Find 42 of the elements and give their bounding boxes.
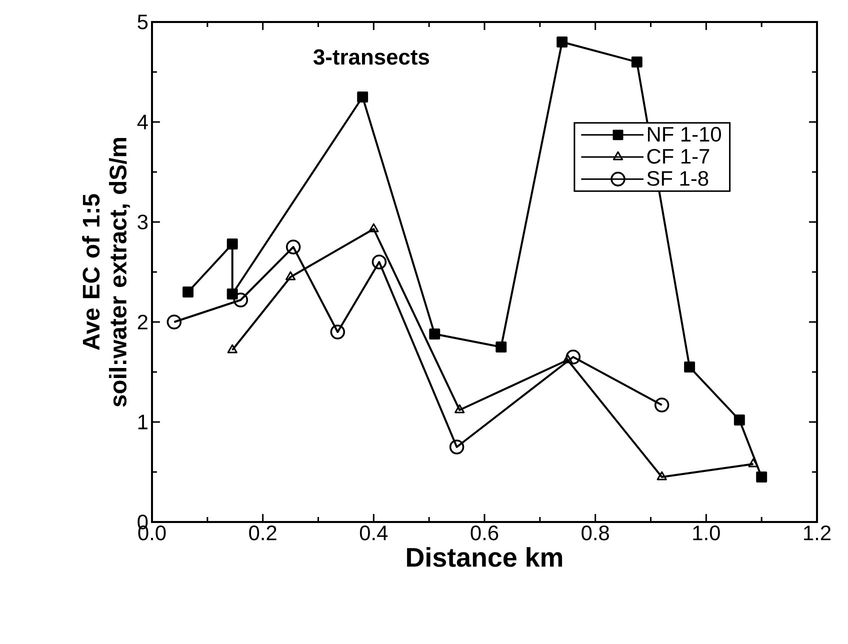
point xyxy=(748,458,758,468)
point xyxy=(429,328,440,340)
point xyxy=(454,404,465,414)
point xyxy=(227,344,238,354)
y-tick-label: 3 xyxy=(138,214,148,230)
point xyxy=(285,271,296,280)
point xyxy=(654,398,670,412)
point xyxy=(368,223,379,232)
point xyxy=(684,362,696,372)
point xyxy=(734,414,745,426)
y-tick-label: 5 xyxy=(138,14,148,30)
point xyxy=(449,440,464,454)
legend-label: SF 1-8 xyxy=(647,171,708,186)
point xyxy=(562,354,573,364)
point xyxy=(286,240,301,254)
y-tick-label: 4 xyxy=(137,114,148,130)
point xyxy=(233,292,248,308)
point xyxy=(226,238,238,250)
x-tick-label: 0.8 xyxy=(582,526,609,540)
x-tick-label: 1.0 xyxy=(693,526,720,540)
x-tick-label: 0.4 xyxy=(360,526,388,540)
point xyxy=(372,254,387,270)
y-tick-label: 1 xyxy=(138,414,148,430)
legend-label: NF 1-10 xyxy=(648,126,721,142)
point xyxy=(496,342,507,352)
annotation: 3-transects xyxy=(313,49,430,65)
legend-label: CF 1-7 xyxy=(647,148,710,164)
point xyxy=(631,56,642,68)
point xyxy=(566,350,581,364)
x-tick-label: 1.2 xyxy=(804,526,830,540)
point xyxy=(166,314,182,330)
point xyxy=(357,92,368,102)
x-axis-title: Distance km xyxy=(407,547,562,567)
point xyxy=(330,324,346,340)
point xyxy=(182,286,194,298)
point xyxy=(656,471,667,480)
point xyxy=(756,472,768,482)
x-tick-label: 0.2 xyxy=(249,526,276,540)
point xyxy=(556,36,568,48)
y-axis-title: Ave EC of 1:5 soil:water extract, dS/m xyxy=(82,138,130,407)
y-tick-label: 2 xyxy=(138,314,148,330)
x-tick-label: 0.6 xyxy=(470,526,498,540)
